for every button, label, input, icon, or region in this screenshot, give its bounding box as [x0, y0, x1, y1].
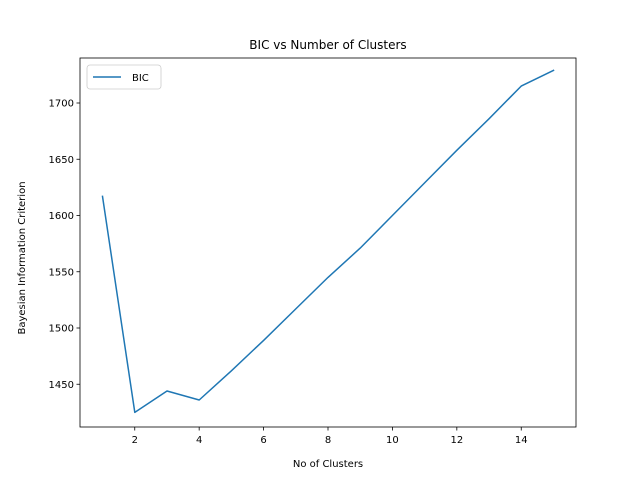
legend: BIC — [86, 64, 162, 90]
chart-title: BIC vs Number of Clusters — [249, 38, 406, 52]
x-tick-label: 4 — [196, 435, 202, 446]
series-line-0 — [101, 69, 555, 414]
y-tick-label: 1700 — [49, 99, 74, 110]
x-axis: 2 4 6 8 10 12 14 — [132, 427, 528, 446]
x-tick-label: 6 — [260, 435, 266, 446]
y-tick-label: 1550 — [49, 267, 74, 278]
y-axis: 1450 1500 1550 1600 1650 1700 — [49, 99, 80, 391]
x-tick-label: 12 — [450, 435, 463, 446]
y-tick-label: 1500 — [49, 324, 74, 335]
x-tick-label: 10 — [386, 435, 399, 446]
x-axis-label: No of Clusters — [293, 459, 363, 470]
legend-box — [86, 64, 162, 90]
y-tick-label: 1450 — [49, 380, 74, 391]
x-tick-label: 2 — [132, 435, 138, 446]
legend-label: BIC — [132, 73, 149, 84]
x-tick-label: 14 — [515, 435, 528, 446]
y-axis-label: Bayesian Information Criterion — [17, 181, 28, 334]
x-tick-label: 8 — [325, 435, 331, 446]
y-tick-label: 1650 — [49, 155, 74, 166]
y-tick-label: 1600 — [49, 211, 74, 222]
